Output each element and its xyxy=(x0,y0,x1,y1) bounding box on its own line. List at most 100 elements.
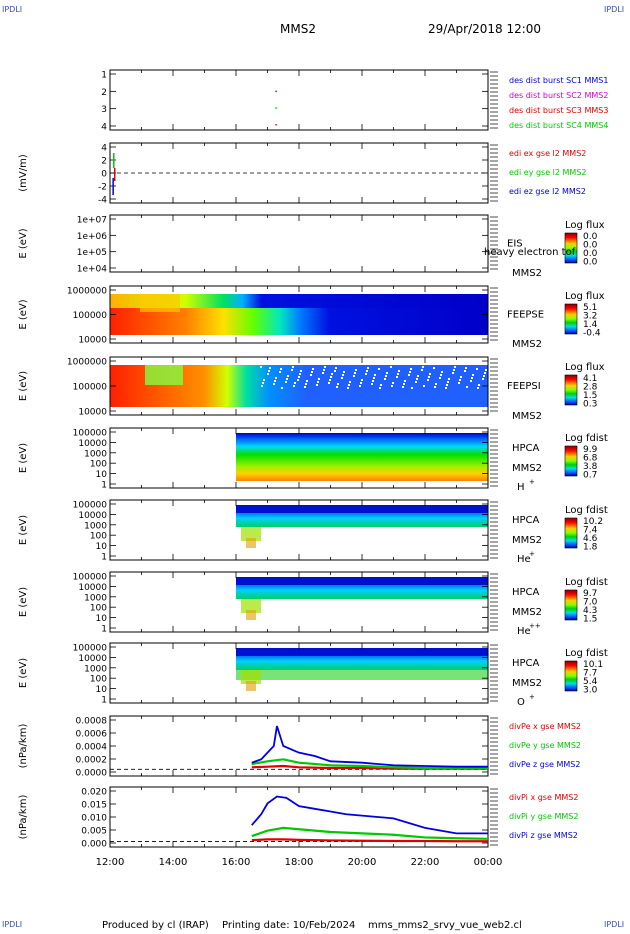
colorbar-tick-label: 4.1 xyxy=(583,374,597,384)
spectrogram-gap xyxy=(470,380,472,382)
colorbar-tick-label: 0.0 xyxy=(583,241,598,251)
spectrogram-gap xyxy=(485,369,487,371)
spectrogram-gap xyxy=(286,378,288,380)
colorbar xyxy=(564,303,578,335)
instrument-label: HPCA xyxy=(512,658,540,669)
colorbar-tick-label: 4.6 xyxy=(583,534,598,544)
spectrogram-gap xyxy=(318,378,320,380)
spectrogram-gap xyxy=(464,370,466,372)
spectrogram-gap xyxy=(447,381,449,383)
spectrogram-gap xyxy=(355,369,357,371)
spacecraft-title: MMS2 xyxy=(280,22,316,36)
colorbar-tick-label: 3.2 xyxy=(583,312,597,322)
y-tick-label: 1000 xyxy=(84,449,107,459)
spectrogram-gap xyxy=(280,368,282,370)
x-tick-label: 16:00 xyxy=(222,857,251,868)
y-tick-label: 10000 xyxy=(78,511,107,521)
x-tick-label: 00:00 xyxy=(474,857,503,868)
y-axis-label: E (eV) xyxy=(18,228,29,258)
y-tick-label: 100000 xyxy=(73,383,108,393)
y-axis-label: E (eV) xyxy=(18,443,29,473)
colorbar-tick-label: 5.4 xyxy=(583,677,598,687)
instrument-subtitle: heavy electron tof xyxy=(484,247,576,258)
spacecraft-label: MMS2 xyxy=(512,339,542,350)
spectrogram-gap xyxy=(304,386,306,388)
y-tick-label: 10000 xyxy=(78,654,107,664)
spectrogram-gap xyxy=(423,385,425,387)
summary-plot: 1 2 3 4 des dist burst SC1 MMS1 des dist burs… xyxy=(18,69,608,868)
y-tick-label: -4 xyxy=(98,196,107,206)
spectrogram-gap xyxy=(281,387,283,389)
series-line xyxy=(251,826,489,840)
colorbar-tick-label: 1.8 xyxy=(583,543,598,553)
instrument-label: EIS xyxy=(507,239,523,250)
colorbar-tick-label: 0.7 xyxy=(583,471,597,481)
spectrogram-gap xyxy=(269,367,271,369)
spectrogram-gap xyxy=(478,384,480,386)
spectrogram-gap xyxy=(458,382,460,384)
spacecraft-label: MMS2 xyxy=(512,268,542,279)
legend-label: des dist burst SC2 MMS2 xyxy=(509,91,608,100)
legend-label: edi ex gse l2 MMS2 xyxy=(509,149,586,158)
colorbar-title: Log fdist xyxy=(565,505,608,516)
spectrogram-gap xyxy=(361,379,363,381)
instrument-label: FEEPSE xyxy=(507,310,544,321)
colorbar-title: Log fdist xyxy=(565,648,608,659)
y-tick-label: 100000 xyxy=(73,429,108,439)
spectrogram-gap xyxy=(371,383,373,385)
spectrogram-gap xyxy=(378,368,380,370)
legend-label: des dist burst SC4 MMS4 xyxy=(509,121,608,130)
spectrogram-gap xyxy=(311,371,313,373)
spectrogram-gap xyxy=(373,377,375,379)
spectrogram-gap xyxy=(446,384,448,386)
spectrogram-gap xyxy=(477,387,479,389)
spectrogram-fill xyxy=(246,610,256,620)
spectrogram-gap xyxy=(472,374,474,376)
spectrogram-gap xyxy=(366,370,368,372)
y-tick-label: 10000 xyxy=(78,336,107,346)
y-tick-label: 10 xyxy=(96,685,108,695)
colorbar xyxy=(564,517,578,549)
spectrogram-gap xyxy=(317,381,319,383)
y-tick-label: 100 xyxy=(90,532,107,542)
colorbar-tick-label: 6.8 xyxy=(583,454,598,464)
colorbar-tick-label: 5.1 xyxy=(583,303,597,313)
species-label: He xyxy=(517,626,531,637)
spectrogram-gap xyxy=(268,370,270,372)
spectrogram-gap xyxy=(287,375,289,377)
spectrogram-gap xyxy=(298,376,300,378)
spectrogram-gap xyxy=(482,378,484,380)
y-axis-label: E (eV) xyxy=(18,587,29,617)
burst-point xyxy=(275,90,277,93)
x-tick-label: 18:00 xyxy=(285,857,314,868)
spectrogram-fill xyxy=(241,527,261,541)
spectrogram-fill xyxy=(246,538,256,548)
y-axis-label: (nPa/km) xyxy=(18,795,29,840)
spectrogram-gap xyxy=(297,379,299,381)
spectrogram-gap xyxy=(484,372,486,374)
y-tick-label: 0.020 xyxy=(81,788,107,798)
spectrogram-gap xyxy=(439,377,441,379)
spectrogram-gap xyxy=(294,382,296,384)
species-label: O xyxy=(517,697,525,708)
spectrogram-gap xyxy=(372,380,374,382)
spectrogram-gap xyxy=(291,369,293,371)
legend-label: edi ez gse l2 MMS2 xyxy=(509,187,586,196)
spacecraft-label: MMS2 xyxy=(512,463,542,474)
y-axis-label: E (eV) xyxy=(18,371,29,401)
spectrogram-gap xyxy=(359,385,361,387)
y-tick-label: 100000 xyxy=(73,573,108,583)
y-tick-label: 1000000 xyxy=(67,358,107,368)
footer-printing-date: Printing date: 10/Feb/2024 xyxy=(222,920,356,931)
spectrogram-gap xyxy=(349,381,351,383)
y-tick-label: 100000 xyxy=(73,644,108,654)
legend-label: divPe z gse MMS2 xyxy=(509,760,580,769)
colorbar-tick-label: 10.2 xyxy=(583,517,603,527)
spectrogram-gap xyxy=(262,382,264,384)
spectrogram-gap xyxy=(347,387,349,389)
spectrogram-gap xyxy=(434,386,436,388)
spectrogram-gap xyxy=(392,382,394,384)
spacecraft-label: MMS2 xyxy=(512,411,542,422)
y-tick-label: 10 xyxy=(96,542,108,552)
spectrogram-gap xyxy=(306,380,308,382)
